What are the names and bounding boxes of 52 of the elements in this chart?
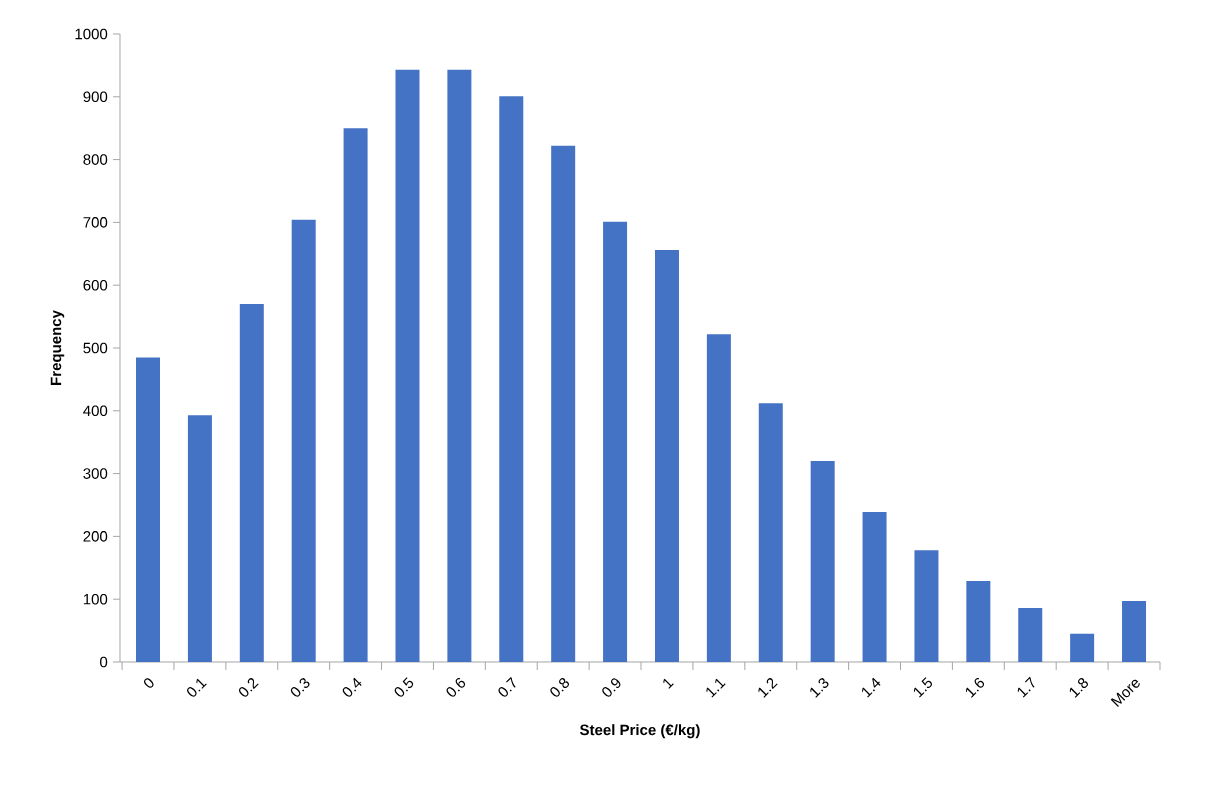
x-tick-label: 0.3 (290, 678, 310, 697)
x-tick-label: 0.7 (498, 676, 516, 697)
x-tick-label: 1.5 (913, 677, 933, 698)
bar (291, 219, 316, 662)
bar (395, 69, 420, 662)
bar (603, 221, 628, 662)
x-tick-label: 1.1 (706, 678, 726, 698)
bar (758, 403, 783, 662)
x-tick-label: 1.6 (965, 678, 985, 698)
bar (810, 461, 835, 662)
y-tick-label: 200 (83, 531, 108, 542)
x-tick-label: 0.9 (602, 678, 621, 697)
bar (1070, 633, 1095, 662)
x-tick-label: 1.3 (810, 678, 829, 698)
y-tick-label: 0 (100, 656, 108, 668)
y-tick-label: 700 (83, 217, 108, 228)
x-axis-title: Steel Price (€/kg) (579, 724, 700, 739)
x-tick-label: 0.1 (187, 678, 207, 697)
y-tick-label: 300 (83, 468, 108, 479)
x-tick-label: 1 (663, 678, 674, 689)
x-tick-label: 0.2 (238, 678, 259, 697)
x-tick-label: 0.6 (446, 678, 466, 697)
y-tick-label: 100 (83, 593, 108, 605)
y-tick-label: 800 (83, 154, 108, 165)
bar (1018, 607, 1043, 662)
y-tick-label: 600 (83, 279, 108, 291)
y-axis-title: Frequency (50, 310, 65, 385)
bar (499, 96, 524, 662)
x-tick-label: 1.4 (862, 677, 881, 698)
bar (551, 145, 576, 662)
bar (654, 250, 679, 662)
y-tick-label: 500 (83, 342, 108, 354)
x-tick-label: 0 (144, 678, 154, 688)
bar (447, 69, 472, 662)
bar (706, 334, 731, 662)
x-tick-label: 1.7 (1017, 676, 1035, 698)
bar (862, 511, 887, 662)
bar (343, 128, 368, 662)
y-tick-label: 1000 (75, 28, 108, 40)
x-tick-label: 1.2 (758, 678, 778, 698)
x-tick-label: 1.8 (1069, 678, 1088, 698)
y-tick-label: 900 (83, 91, 108, 103)
x-tick-label: 0.5 (394, 677, 414, 697)
y-tick-label: 400 (83, 405, 108, 417)
bar (914, 550, 939, 662)
bar (1122, 601, 1147, 662)
x-tick-label: 0.4 (342, 677, 362, 697)
bar (136, 357, 161, 662)
x-tick-label: 0.8 (550, 678, 570, 697)
bar (187, 415, 212, 662)
bar (966, 580, 991, 662)
bar (239, 304, 264, 662)
